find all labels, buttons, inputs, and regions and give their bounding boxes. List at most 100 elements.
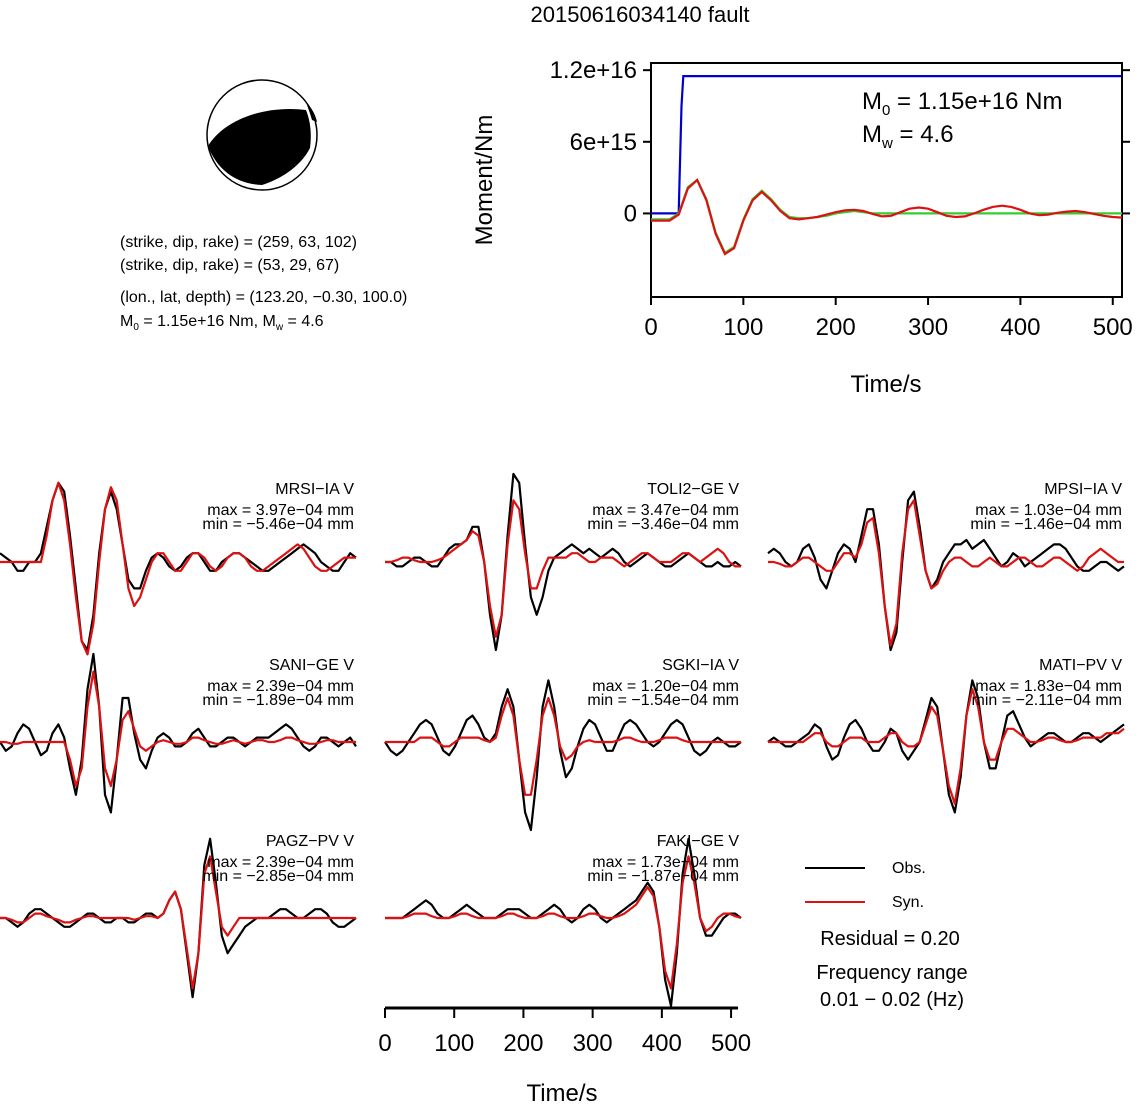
synthetic-trace — [0, 855, 356, 990]
station-max: max = 2.39e−04 mm — [207, 678, 354, 695]
station-min: min = −1.54e−04 mm — [587, 692, 739, 709]
moment-y-tick-label: 6e+15 — [570, 129, 637, 156]
moment-plot-frame — [650, 62, 1123, 298]
m0-annotation-value: = 1.15e+16 Nm — [890, 88, 1062, 115]
location-line: (lon., lat, depth) = (123.20, −0.30, 100… — [120, 289, 407, 306]
moment-y-tick-label: 0 — [624, 200, 637, 227]
station-label: MPSI−IA V — [1044, 481, 1122, 498]
moment-summary-m0: M — [120, 313, 133, 330]
station-label: SANI−GE V — [269, 657, 354, 674]
frequency-title: Frequency range — [816, 962, 967, 984]
station-min: min = −1.89e−04 mm — [202, 692, 354, 709]
moment-series-moment — [651, 74, 1122, 215]
station-max: max = 1.20e−04 mm — [592, 678, 739, 695]
moment-summary-sub0: 0 — [133, 322, 139, 333]
station-max: max = 3.47e−04 mm — [592, 502, 739, 519]
beachball-compression-small — [306, 102, 317, 122]
beachball-compression — [208, 108, 311, 185]
waveform-x-tick-label: 200 — [503, 1030, 543, 1057]
moment-series-stf_syn — [651, 178, 1123, 256]
frequency-range: 0.01 − 0.02 (Hz) — [820, 989, 964, 1011]
waveform-x-tick-label: 100 — [434, 1030, 474, 1057]
moment-panel: 0 6e+15 1.2e+16 0 100 200 300 400 500 Moment/Nm… — [471, 57, 1133, 398]
moment-summary-subw: w — [275, 322, 284, 333]
mw-annotation-value: = 4.6 — [893, 121, 954, 148]
waveform-x-axis: 0 100 200 300 400 500 — [378, 1006, 751, 1057]
moment-summary-mid: = 1.15e+16 Nm, M — [139, 313, 276, 330]
synthetic-trace — [385, 855, 742, 990]
synthetic-trace — [385, 696, 741, 796]
station-min: min = −2.11e−04 mm — [972, 692, 1122, 709]
observed-trace — [0, 652, 357, 814]
station-label: MATI−PV V — [1039, 657, 1122, 674]
station-max: max = 1.83e−04 mm — [975, 678, 1122, 695]
mw-annotation-m: M — [862, 121, 882, 148]
waveform-x-tick-label: 300 — [573, 1030, 613, 1057]
observed-trace — [767, 490, 1125, 652]
legend: Obs. Syn. Residual = 0.20 Frequency rang… — [805, 860, 968, 1011]
legend-obs-label: Obs. — [892, 860, 926, 877]
station-max: max = 1.73e−04 mm — [592, 854, 739, 871]
moment-x-tick-label: 500 — [1093, 314, 1133, 341]
synthetic-trace — [768, 688, 1125, 805]
m0-annotation: M0 = 1.15e+16 Nm — [862, 88, 1062, 119]
station-max: max = 3.97e−04 mm — [207, 502, 354, 519]
figure-title: 20150616034140 fault — [531, 2, 750, 27]
station-min: min = −1.87e−04 mm — [587, 868, 739, 885]
m0-annotation-m: M — [862, 88, 882, 115]
moment-y-axis: 0 6e+15 1.2e+16 — [550, 57, 1130, 227]
station-min: min = −3.46e−04 mm — [587, 516, 739, 533]
station-max: max = 2.39e−04 mm — [207, 854, 354, 871]
moment-y-tick-label: 1.2e+16 — [550, 57, 637, 84]
station-label: PAGZ−PV V — [266, 833, 355, 850]
beachball — [206, 79, 318, 191]
observed-trace — [384, 679, 742, 832]
synthetic-trace — [0, 481, 356, 656]
moment-x-tick-label: 0 — [644, 314, 657, 341]
station-max: max = 1.03e−04 mm — [975, 502, 1122, 519]
legend-syn-label: Syn. — [892, 894, 924, 911]
m0-annotation-sub: 0 — [882, 102, 890, 119]
moment-summary-line: M0 = 1.15e+16 Nm, Mw = 4.6 — [120, 313, 324, 333]
moment-x-tick-label: 400 — [1000, 314, 1040, 341]
mw-annotation-sub: w — [881, 135, 893, 152]
moment-x-axis-label: Time/s — [850, 371, 921, 398]
waveform-x-axis-label: Time/s — [526, 1080, 597, 1104]
station-min: min = −5.46e−04 mm — [202, 516, 354, 533]
moment-x-tick-label: 300 — [908, 314, 948, 341]
station-label: SGKI−IA V — [662, 657, 739, 674]
synthetic-trace — [768, 499, 1124, 647]
waveform-x-tick-label: 0 — [378, 1030, 391, 1057]
moment-x-tick-label: 200 — [816, 314, 856, 341]
mechanism-info: (strike, dip, rake) = (259, 63, 102) (st… — [120, 234, 407, 333]
waveform-x-tick-label: 500 — [711, 1030, 751, 1057]
station-label: FAKI−GE V — [657, 833, 740, 850]
residual-label: Residual = 0.20 — [820, 928, 960, 950]
moment-summary-end: = 4.6 — [283, 313, 324, 330]
mechanism-line-1: (strike, dip, rake) = (259, 63, 102) — [120, 234, 357, 251]
station-label: TOLI2−GE V — [647, 481, 739, 498]
moment-x-tick-label: 100 — [723, 314, 763, 341]
synthetic-trace — [385, 499, 741, 638]
station-min: min = −1.46e−04 mm — [970, 516, 1122, 533]
moment-x-axis: 0 100 200 300 400 500 — [644, 297, 1133, 341]
synthetic-trace — [0, 670, 356, 788]
moment-series — [651, 74, 1123, 256]
waveform-x-tick-label: 400 — [642, 1030, 682, 1057]
mw-annotation: Mw = 4.6 — [862, 121, 954, 152]
mechanism-line-2: (strike, dip, rake) = (53, 29, 67) — [120, 257, 339, 274]
station-min: min = −2.85e−04 mm — [202, 868, 354, 885]
moment-y-axis-label: Moment/Nm — [471, 115, 498, 246]
station-label: MRSI−IA V — [275, 481, 354, 498]
observed-trace — [385, 472, 742, 652]
